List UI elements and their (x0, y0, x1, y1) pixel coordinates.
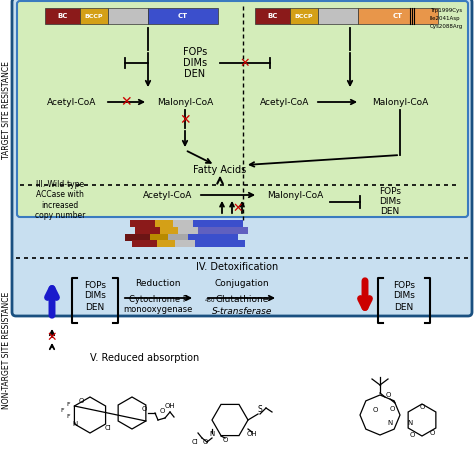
Bar (157, 240, 175, 247)
Bar (195, 240, 245, 247)
Text: DEN: DEN (394, 302, 414, 311)
Bar (132, 240, 157, 247)
Bar (130, 220, 155, 227)
Text: FOPs: FOPs (183, 47, 207, 57)
Text: O: O (372, 407, 378, 413)
Bar (135, 227, 160, 234)
Text: Acetyl-CoA: Acetyl-CoA (260, 98, 310, 107)
Bar (198, 227, 248, 234)
Text: Acetyl-CoA: Acetyl-CoA (47, 98, 97, 107)
Text: ✕: ✕ (240, 56, 250, 70)
Text: Cl: Cl (105, 425, 111, 431)
Text: OH: OH (246, 431, 257, 437)
Bar (255, 8, 290, 24)
Text: DIMs: DIMs (183, 58, 207, 68)
Text: Trp1999Cys: Trp1999Cys (430, 8, 462, 12)
Text: Acetyl-CoA: Acetyl-CoA (143, 191, 193, 200)
Text: FOPs: FOPs (393, 281, 415, 290)
Text: ✕: ✕ (120, 95, 132, 109)
Text: ✕: ✕ (47, 330, 57, 344)
Text: S-transferase: S-transferase (212, 307, 272, 316)
Text: Cl: Cl (191, 439, 199, 445)
Bar (148, 8, 218, 24)
Bar (173, 220, 193, 227)
Text: O: O (410, 432, 415, 438)
Text: O: O (202, 439, 208, 445)
Text: DEN: DEN (85, 302, 105, 311)
Bar (160, 227, 178, 234)
Text: V. Reduced absorption: V. Reduced absorption (90, 353, 199, 363)
Text: monooxygenase: monooxygenase (123, 306, 193, 315)
Text: N: N (387, 420, 392, 426)
Text: O: O (78, 398, 84, 404)
Text: O: O (419, 404, 425, 410)
Text: F: F (66, 414, 70, 419)
FancyBboxPatch shape (17, 1, 468, 217)
Bar (45, 8, 80, 24)
Bar (125, 234, 150, 241)
Text: Ile2041Asp: Ile2041Asp (430, 16, 461, 20)
Text: Malonyl-CoA: Malonyl-CoA (157, 98, 213, 107)
Text: ✕: ✕ (233, 201, 243, 215)
Text: NON-TARGET SITE RESISTANCE: NON-TARGET SITE RESISTANCE (2, 292, 11, 409)
Bar (178, 227, 198, 234)
Bar (150, 234, 168, 241)
Text: CT: CT (178, 13, 188, 19)
Text: O: O (141, 406, 146, 412)
Bar (318, 8, 358, 24)
Text: CT: CT (393, 13, 403, 19)
Bar (290, 8, 318, 24)
Text: OH: OH (164, 403, 175, 409)
Text: O: O (389, 406, 395, 412)
Text: F: F (66, 402, 70, 408)
Text: Fatty Acids: Fatty Acids (193, 165, 246, 175)
Text: F: F (60, 409, 64, 413)
Text: O: O (429, 430, 435, 436)
Text: DEN: DEN (380, 208, 400, 217)
Text: O: O (222, 437, 228, 443)
Text: O: O (159, 408, 164, 414)
Text: Glutathione: Glutathione (215, 295, 269, 304)
Text: N: N (407, 420, 413, 426)
Text: Cys2088Arg: Cys2088Arg (430, 24, 463, 28)
Text: BC: BC (57, 13, 68, 19)
FancyBboxPatch shape (12, 0, 472, 316)
Text: DIMs: DIMs (393, 292, 415, 301)
Text: DIMs: DIMs (379, 198, 401, 207)
Text: FOPs: FOPs (84, 281, 106, 290)
Bar (193, 220, 243, 227)
Text: Cytochrome P: Cytochrome P (128, 295, 187, 304)
Bar (168, 234, 188, 241)
Text: DIMs: DIMs (84, 292, 106, 301)
Text: Conjugation: Conjugation (215, 280, 269, 289)
Text: Malonyl-CoA: Malonyl-CoA (372, 98, 428, 107)
Text: III. Wild-type
ACCase with
increased
copy number: III. Wild-type ACCase with increased cop… (35, 180, 85, 220)
Text: N: N (210, 431, 215, 437)
Text: DEN: DEN (184, 69, 206, 79)
Bar (108, 8, 148, 24)
Bar (188, 234, 238, 241)
Text: IV. Detoxification: IV. Detoxification (196, 262, 278, 272)
Text: ✕: ✕ (179, 113, 191, 127)
Text: BC: BC (267, 13, 278, 19)
Bar (175, 240, 195, 247)
Text: Reduction: Reduction (135, 280, 181, 289)
Text: O: O (385, 392, 391, 398)
Text: Malonyl-CoA: Malonyl-CoA (267, 191, 323, 200)
Text: S: S (258, 405, 263, 414)
Text: TARGET SITE RESISTANCE: TARGET SITE RESISTANCE (2, 61, 11, 159)
Text: BCCP: BCCP (295, 13, 313, 18)
Bar (80, 8, 108, 24)
Text: FOPs: FOPs (379, 188, 401, 197)
Bar (155, 220, 173, 227)
Bar (358, 8, 438, 24)
Text: 450: 450 (205, 298, 216, 302)
Text: BCCP: BCCP (85, 13, 103, 18)
Text: N: N (73, 421, 78, 427)
